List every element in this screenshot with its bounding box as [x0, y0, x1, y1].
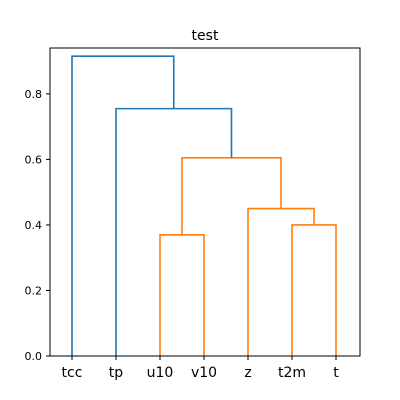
dendrogram-link-1: [291, 224, 337, 356]
leaf-label-z: z: [244, 365, 251, 381]
leaf-label-v10: v10: [191, 365, 217, 381]
plot-frame: [49, 47, 361, 357]
leaf-label-t: t: [333, 365, 339, 381]
y-tick-label: 0.4: [25, 219, 43, 232]
y-tick-label: 0.6: [25, 153, 43, 166]
dendrogram-link-3: [159, 233, 205, 356]
leaf-label-u10: u10: [147, 365, 174, 381]
leaf-label-tp: tp: [109, 365, 123, 381]
y-tick-label: 0.0: [25, 350, 43, 363]
dendrogram-link-4: [181, 156, 282, 235]
y-tick-label: 0.8: [25, 88, 43, 101]
chart-title: test: [192, 28, 219, 44]
dendrogram-link-5: [115, 107, 233, 356]
y-axis-ticks: 0.0 0.2 0.4 0.6 0.8: [25, 88, 50, 363]
x-axis-ticks: tcc tp u10 v10 z t2m t: [62, 356, 339, 381]
leaf-label-tcc: tcc: [62, 365, 83, 381]
dendrogram-links: [71, 55, 337, 356]
dendrogram-link-6: [71, 55, 175, 356]
leaf-label-t2m: t2m: [278, 365, 306, 381]
y-tick-label: 0.2: [25, 284, 43, 297]
dendrogram-link-2: [247, 207, 315, 356]
